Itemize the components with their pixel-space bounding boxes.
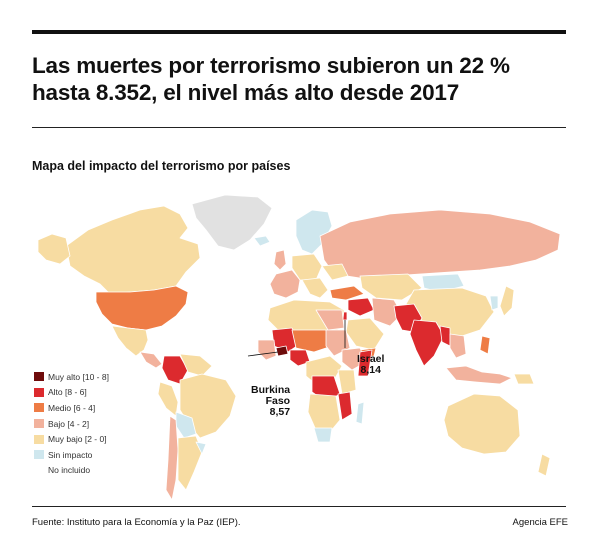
- region-papua: [513, 373, 535, 385]
- legend-label: Bajo [4 - 2]: [48, 418, 90, 429]
- region-uk: [273, 249, 287, 271]
- region-mexico: [111, 325, 149, 357]
- legend-item: Muy bajo [2 - 0]: [34, 431, 109, 447]
- region-syria-iraq: [347, 297, 375, 317]
- footer-rule: [32, 506, 566, 507]
- region-canada: [65, 205, 201, 295]
- legend-label: Muy alto [10 - 8]: [48, 371, 109, 382]
- region-greenland: [191, 194, 273, 251]
- region-indonesia: [445, 365, 513, 385]
- region-russia: [319, 209, 561, 279]
- region-indochina: [449, 333, 467, 359]
- top-rule: [32, 30, 566, 34]
- region-burkina-faso: [275, 345, 289, 357]
- burkina-faso-value: 8,57: [269, 406, 291, 418]
- region-usa: [95, 285, 189, 331]
- burkina-faso-name-2: Faso: [265, 395, 291, 407]
- region-australia: [443, 393, 521, 455]
- region-ukraine: [321, 263, 349, 281]
- region-new-zealand: [537, 453, 551, 477]
- region-southern-africa: [307, 393, 341, 433]
- israel-value: 8,14: [360, 364, 381, 376]
- region-madagascar: [355, 401, 365, 425]
- legend-swatch: [34, 403, 44, 413]
- legend-item: Medio [6 - 4]: [34, 400, 109, 416]
- region-italy-balkans: [301, 277, 329, 299]
- legend-label: Alto [8 - 6]: [48, 387, 87, 398]
- israel-callout: Israel 8,14: [357, 354, 384, 376]
- region-alaska: [37, 233, 71, 265]
- region-france-spain: [269, 269, 301, 299]
- legend-item: Muy alto [10 - 8]: [34, 369, 109, 385]
- region-japan: [499, 285, 515, 317]
- region-philippines: [479, 335, 491, 355]
- region-korea: [489, 295, 499, 311]
- israel-name: Israel: [357, 353, 385, 365]
- map-legend: Muy alto [10 - 8] Alto [8 - 6] Medio [6 - …: [34, 369, 109, 478]
- region-uruguay: [195, 441, 207, 455]
- legend-swatch: [34, 419, 44, 429]
- legend-swatch: [34, 372, 44, 382]
- region-libya-egypt: [315, 309, 345, 331]
- region-somalia: [357, 349, 373, 377]
- legend-swatch: [34, 450, 44, 460]
- headline-line-1: Las muertes por terrorismo subieron un 2…: [32, 53, 510, 78]
- region-west-africa: [257, 339, 277, 361]
- burkina-faso-name-1: Burkina: [251, 384, 291, 396]
- legend-item: Alto [8 - 6]: [34, 385, 109, 401]
- region-east-africa: [337, 369, 357, 395]
- legend-label: Sin impacto: [48, 449, 93, 460]
- region-nigeria: [289, 349, 311, 367]
- legend-item: No incluido: [34, 463, 109, 479]
- region-india: [409, 319, 445, 367]
- legend-swatch: [34, 466, 44, 475]
- legend-label: No incluido: [48, 465, 91, 476]
- agency-credit: Agencia EFE: [512, 517, 568, 528]
- burkina-faso-leader: [247, 351, 279, 357]
- headline-line-2: hasta 8.352, el nivel más alto desde 201…: [32, 80, 460, 105]
- source-note: Fuente: Instituto para la Economía y la …: [32, 517, 241, 528]
- region-iran: [371, 297, 403, 327]
- region-turkey: [329, 285, 365, 301]
- region-south-africa: [313, 427, 333, 443]
- region-niger-chad: [291, 329, 333, 353]
- region-central-asia: [359, 273, 423, 301]
- region-mozambique: [337, 391, 353, 421]
- legend-swatch: [34, 387, 44, 397]
- legend-item: Sin impacto: [34, 447, 109, 463]
- legend-label: Muy bajo [2 - 0]: [48, 434, 107, 445]
- region-chile: [165, 415, 179, 501]
- region-myanmar: [439, 325, 451, 347]
- region-iceland: [253, 235, 271, 247]
- world-map: [37, 194, 561, 501]
- region-argentina: [177, 435, 203, 491]
- divider: [32, 127, 566, 128]
- region-central-america: [139, 351, 163, 369]
- headline: Las muertes por terrorismo subieron un 2…: [32, 52, 572, 106]
- legend-label: Medio [6 - 4]: [48, 402, 96, 413]
- region-saudi-arabia: [345, 317, 385, 351]
- region-peru: [157, 381, 179, 417]
- legend-item: Bajo [4 - 2]: [34, 416, 109, 432]
- map-subtitle: Mapa del impacto del terrorismo por país…: [32, 159, 291, 173]
- legend-swatch: [34, 434, 44, 444]
- region-venezuela: [179, 353, 213, 377]
- burkina-faso-callout: Burkina Faso 8,57: [251, 385, 290, 418]
